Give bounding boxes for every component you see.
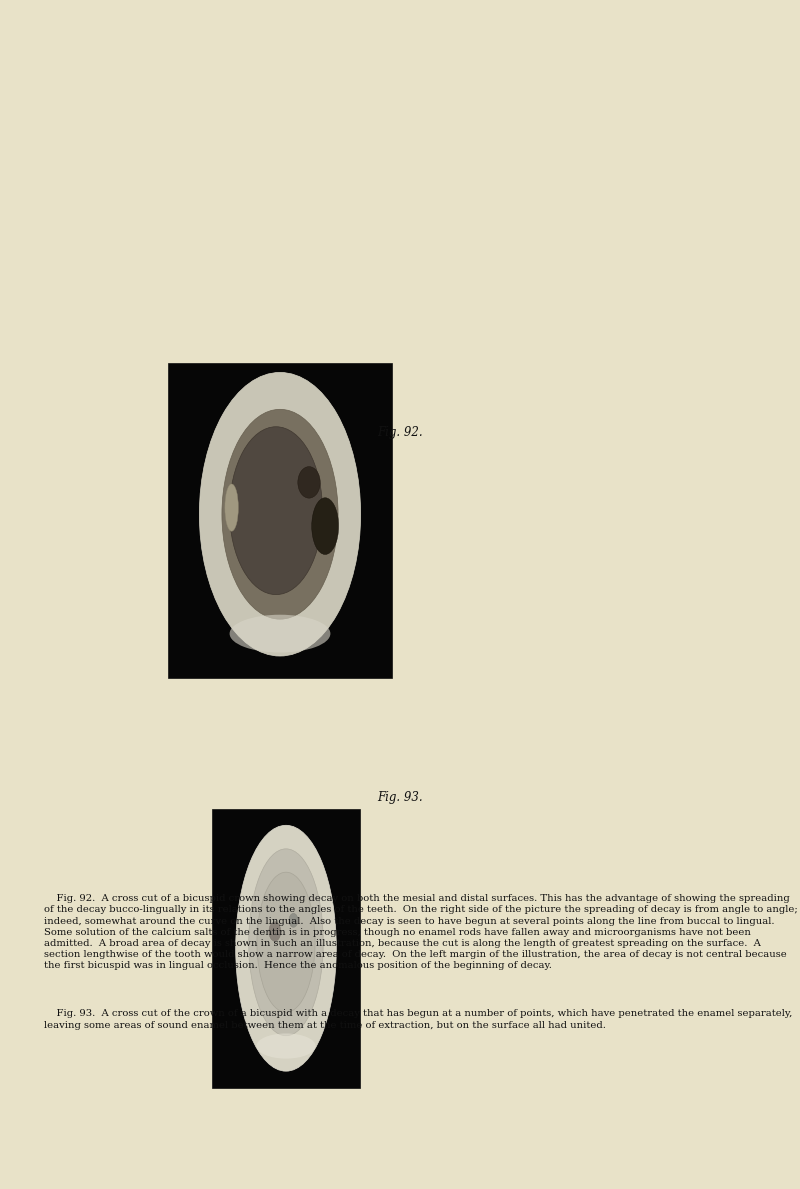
Ellipse shape <box>230 615 330 653</box>
Ellipse shape <box>312 498 338 554</box>
Ellipse shape <box>289 913 298 927</box>
Ellipse shape <box>236 825 336 1071</box>
Ellipse shape <box>199 372 361 656</box>
Ellipse shape <box>257 1033 316 1058</box>
Ellipse shape <box>257 873 315 1012</box>
Ellipse shape <box>249 849 323 1036</box>
Text: Fig. 93.: Fig. 93. <box>377 791 423 804</box>
Bar <box>212 809 360 1088</box>
Ellipse shape <box>230 427 322 594</box>
Ellipse shape <box>298 466 320 498</box>
Text: Fig. 92.: Fig. 92. <box>377 427 423 439</box>
Ellipse shape <box>225 484 238 531</box>
Ellipse shape <box>269 921 281 942</box>
Text: Fig. 93.  A cross cut of the crown of a bicuspid with a decay that has begun at : Fig. 93. A cross cut of the crown of a b… <box>44 1009 792 1030</box>
Ellipse shape <box>222 409 338 619</box>
Bar <box>168 363 392 678</box>
Text: Fig. 92.  A cross cut of a bicuspid crown showing decay on both the mesial and d: Fig. 92. A cross cut of a bicuspid crown… <box>44 894 798 970</box>
